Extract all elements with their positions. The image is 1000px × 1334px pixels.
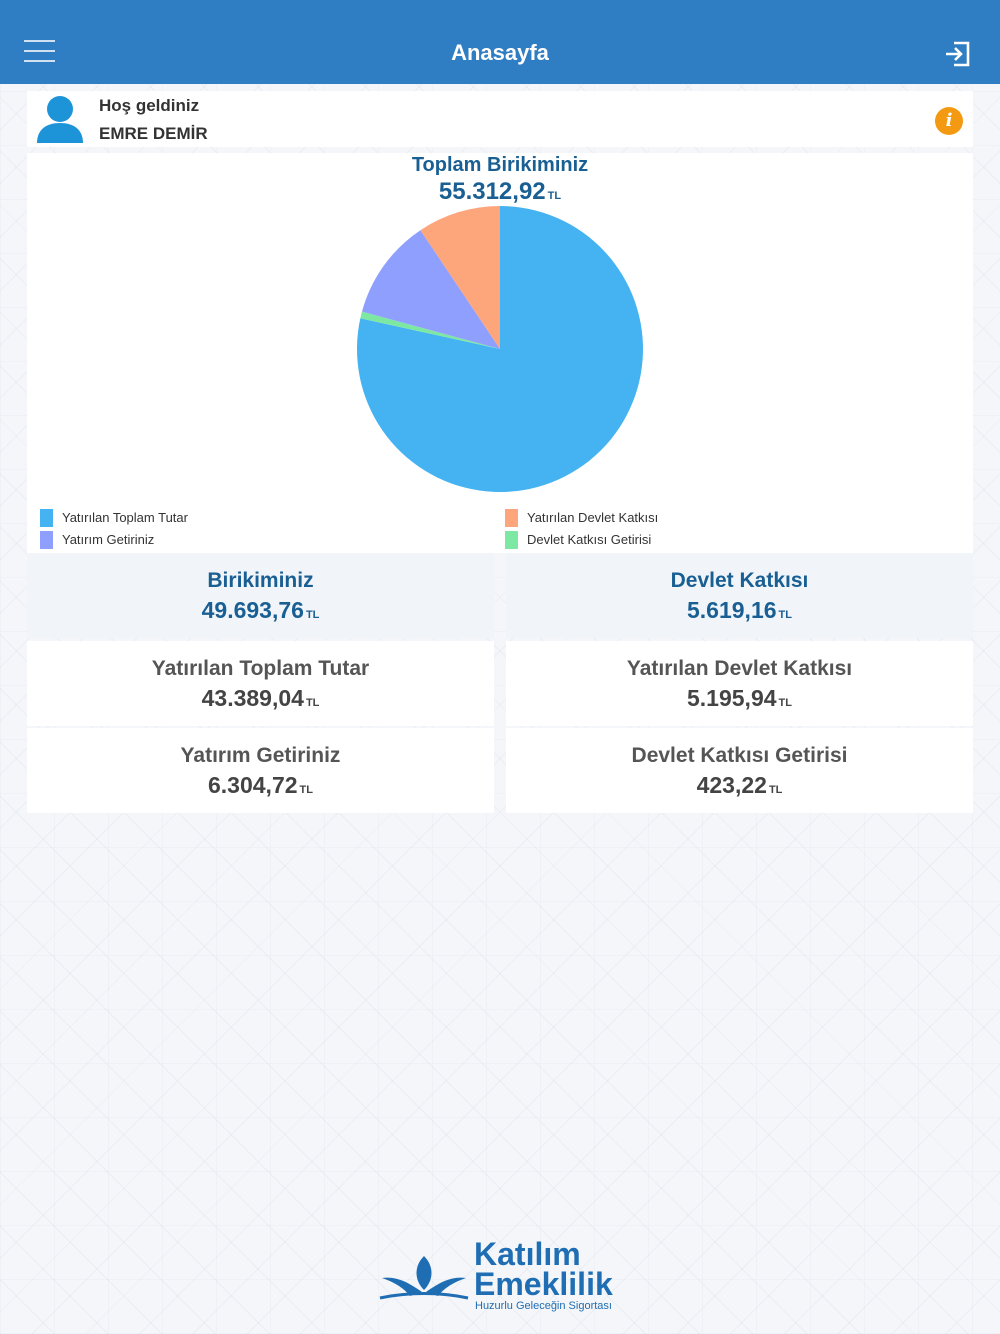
stat-devlet-katkisi: Devlet Katkısı 5.619,16 TL (506, 553, 973, 638)
stat-yatirim-getiri: Yatırım Getiriniz 6.304,72 TL (27, 728, 494, 813)
stat-devlet-getiri: Devlet Katkısı Getirisi 423,22 TL (506, 728, 973, 813)
total-savings-label: Toplam Birikiminiz (411, 154, 589, 176)
info-icon[interactable]: i (935, 107, 963, 135)
savings-chart-card: Toplam Birikiminiz 55.312,92 TL Yatırılan… (27, 153, 973, 553)
legend-swatch (40, 509, 53, 527)
welcome-card: Hoş geldiniz EMRE DEMİR i (27, 91, 973, 147)
logout-button[interactable] (944, 40, 972, 68)
total-savings-value: 55.312,92 TL (438, 178, 562, 205)
user-name: EMRE DEMİR (99, 124, 208, 143)
brand-logo: Katılım Emeklilik Huzurlu Geleceğin Sigo… (378, 1236, 628, 1318)
page-title: Anasayfa (451, 40, 549, 65)
legend-swatch (505, 509, 518, 527)
pie-slice (361, 230, 500, 349)
top-bar: Anasayfa (0, 0, 1000, 84)
logo-mark-icon (379, 1256, 469, 1300)
stat-yatirilan-toplam: Yatırılan Toplam Tutar 43.389,04 TL (27, 641, 494, 726)
user-avatar-icon (37, 96, 83, 143)
savings-pie-chart (357, 206, 643, 492)
legend-swatch (505, 531, 518, 549)
stat-birikim: Birikiminiz 49.693,76 TL (27, 553, 494, 638)
logout-icon (946, 41, 970, 67)
pie-slice (360, 311, 500, 349)
menu-icon (24, 40, 55, 42)
legend-swatch (40, 531, 53, 549)
pie-slice (420, 206, 500, 349)
greeting-text: Hoş geldiniz (99, 96, 200, 115)
menu-button[interactable] (24, 40, 56, 66)
stat-yatirilan-devlet: Yatırılan Devlet Katkısı 5.195,94 TL (506, 641, 973, 726)
